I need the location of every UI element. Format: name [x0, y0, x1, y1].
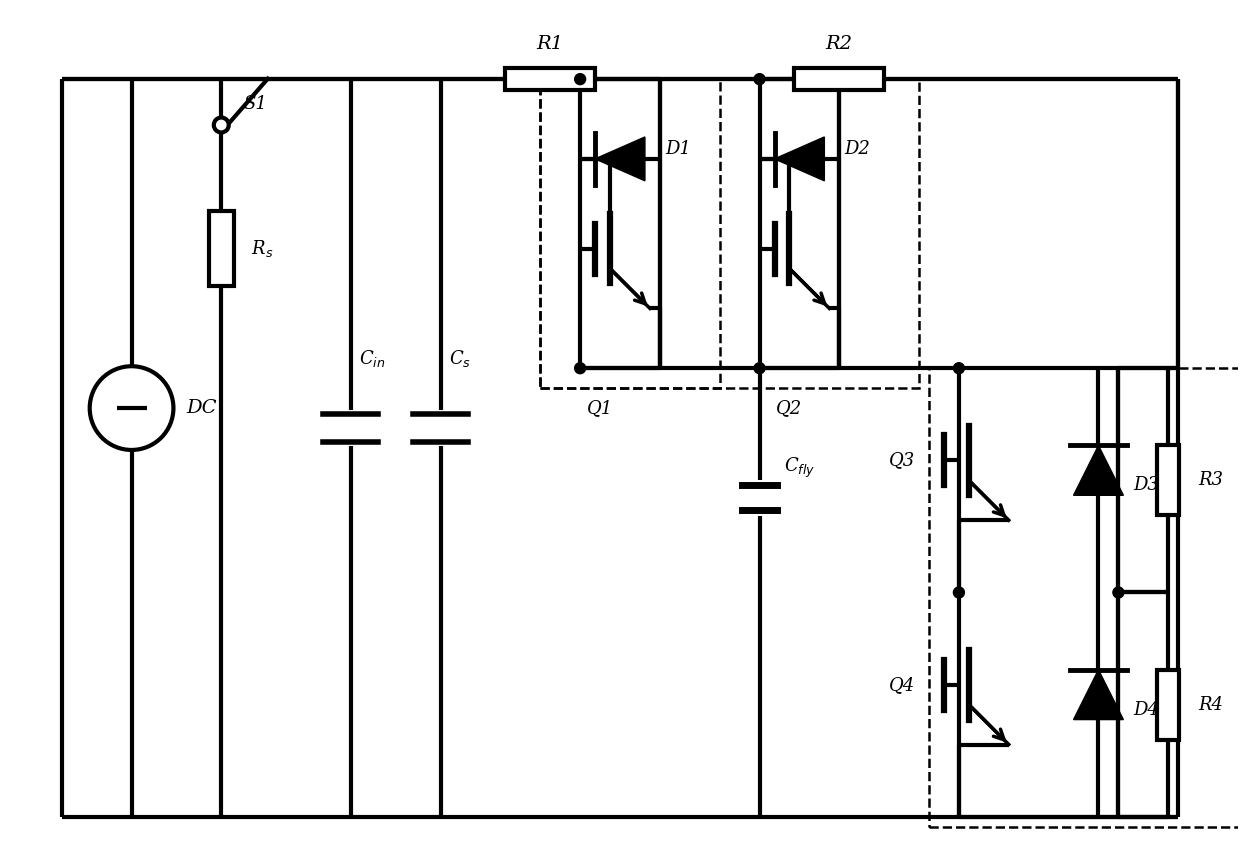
Text: Q1: Q1	[587, 399, 614, 418]
Circle shape	[89, 366, 174, 450]
Text: D3: D3	[1133, 477, 1159, 495]
Text: R$_s$: R$_s$	[252, 238, 274, 259]
Bar	[541, 79, 919, 388]
Text: D1: D1	[665, 140, 691, 158]
Text: C$_{in}$: C$_{in}$	[358, 348, 386, 369]
Text: C$_{fly}$: C$_{fly}$	[785, 456, 816, 480]
Polygon shape	[775, 137, 825, 181]
Bar	[506, 69, 595, 90]
Text: S1: S1	[243, 95, 267, 113]
Text: Q4: Q4	[889, 675, 915, 694]
Circle shape	[754, 363, 765, 374]
Text: Q3: Q3	[889, 451, 915, 470]
Text: D4: D4	[1133, 700, 1159, 719]
Circle shape	[574, 74, 585, 84]
Text: Q2: Q2	[776, 399, 802, 418]
Polygon shape	[1074, 670, 1123, 720]
Text: D2: D2	[844, 140, 870, 158]
Text: C$_s$: C$_s$	[449, 348, 471, 369]
Text: R4: R4	[1198, 695, 1223, 713]
Circle shape	[954, 363, 965, 374]
Text: R2: R2	[826, 36, 853, 53]
Text: R1: R1	[537, 36, 564, 53]
Bar	[1157, 445, 1179, 516]
Polygon shape	[1074, 445, 1123, 496]
Bar	[929, 368, 1240, 826]
Bar	[795, 69, 884, 90]
Bar	[541, 79, 719, 388]
Circle shape	[1114, 587, 1123, 598]
Bar	[208, 211, 234, 286]
Circle shape	[754, 74, 765, 84]
Circle shape	[574, 363, 585, 374]
Polygon shape	[595, 137, 645, 181]
Circle shape	[954, 587, 965, 598]
Circle shape	[213, 117, 228, 133]
Bar	[1157, 670, 1179, 740]
Text: R3: R3	[1198, 471, 1223, 490]
Text: DC: DC	[186, 399, 217, 418]
